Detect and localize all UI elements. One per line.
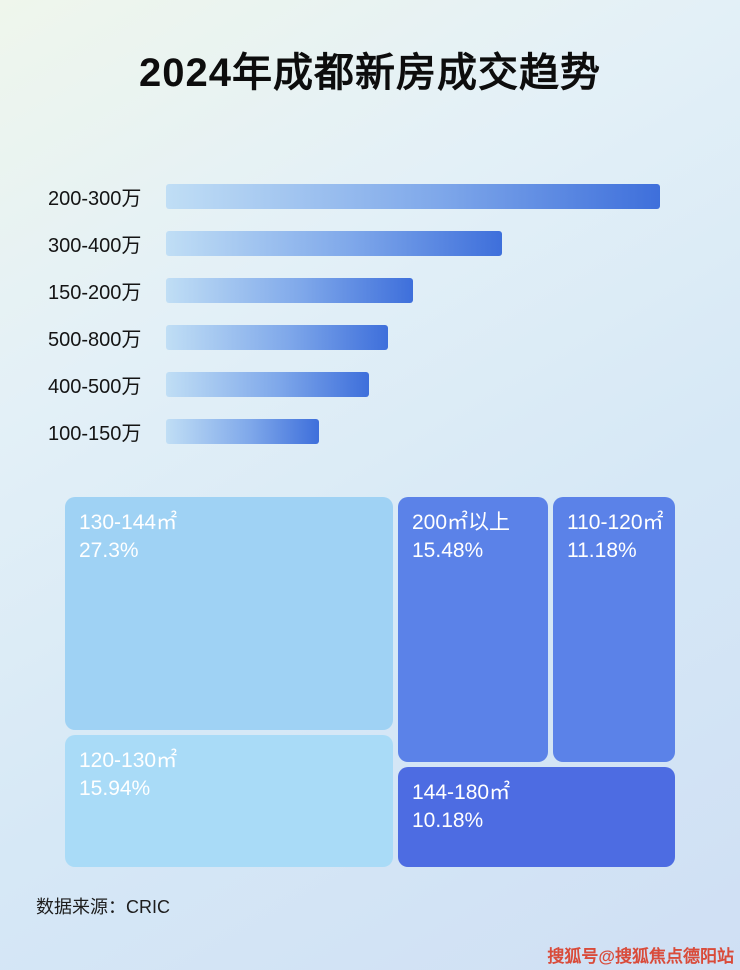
area-share-treemap: 130-144㎡ 27.3% 120-130㎡ 15.94% 200㎡以上 15… xyxy=(65,497,675,867)
treemap-value: 10.18% xyxy=(412,809,484,833)
treemap-label: 200㎡以上 xyxy=(412,511,511,534)
bar xyxy=(166,371,369,397)
bar xyxy=(166,183,660,209)
treemap-value: 11.18% xyxy=(567,539,637,563)
bar-track xyxy=(166,183,660,209)
treemap-value: 27.3% xyxy=(79,539,139,563)
bar-label: 150-200万 xyxy=(48,281,142,304)
treemap-block: 200㎡以上 15.48% xyxy=(398,497,548,762)
bar-track xyxy=(166,230,660,256)
bar xyxy=(166,418,320,444)
treemap-block: 120-130㎡ 15.94% xyxy=(65,735,393,867)
bar-row: 150-200万 xyxy=(48,277,660,304)
treemap-block: 130-144㎡ 27.3% xyxy=(65,497,393,730)
bar-track xyxy=(166,371,660,397)
page-title: 2024年成都新房成交趋势 xyxy=(139,51,601,95)
treemap-value: 15.48% xyxy=(412,539,484,563)
bar xyxy=(166,324,389,350)
bar-row: 200-300万 xyxy=(48,183,660,210)
bar-label: 100-150万 xyxy=(48,422,142,445)
price-range-bar-chart: 200-300万 300-400万 150-200万 500-800万 400-… xyxy=(48,183,660,465)
bar-track xyxy=(166,324,660,350)
bar-label: 500-800万 xyxy=(48,328,142,351)
bar-row: 300-400万 xyxy=(48,230,660,257)
bar xyxy=(166,277,413,303)
data-source: 数据来源：CRIC xyxy=(36,897,170,917)
treemap-label: 110-120㎡ xyxy=(567,511,664,534)
bar-row: 400-500万 xyxy=(48,371,660,398)
bar-row: 100-150万 xyxy=(48,418,660,445)
bar-track xyxy=(166,418,660,444)
treemap-label: 120-130㎡ xyxy=(79,749,178,772)
watermark: 搜狐号@搜狐焦点德阳站 xyxy=(547,947,734,966)
treemap-value: 15.94% xyxy=(79,777,151,801)
treemap-label: 144-180㎡ xyxy=(412,781,511,804)
bar-row: 500-800万 xyxy=(48,324,660,351)
bar-label: 400-500万 xyxy=(48,375,142,398)
bar xyxy=(166,230,502,256)
treemap-block: 144-180㎡ 10.18% xyxy=(398,767,675,867)
bar-label: 300-400万 xyxy=(48,234,142,257)
treemap-block: 110-120㎡ 11.18% xyxy=(553,497,675,762)
bar-label: 200-300万 xyxy=(48,187,142,210)
bar-track xyxy=(166,277,660,303)
treemap-label: 130-144㎡ xyxy=(79,511,178,534)
